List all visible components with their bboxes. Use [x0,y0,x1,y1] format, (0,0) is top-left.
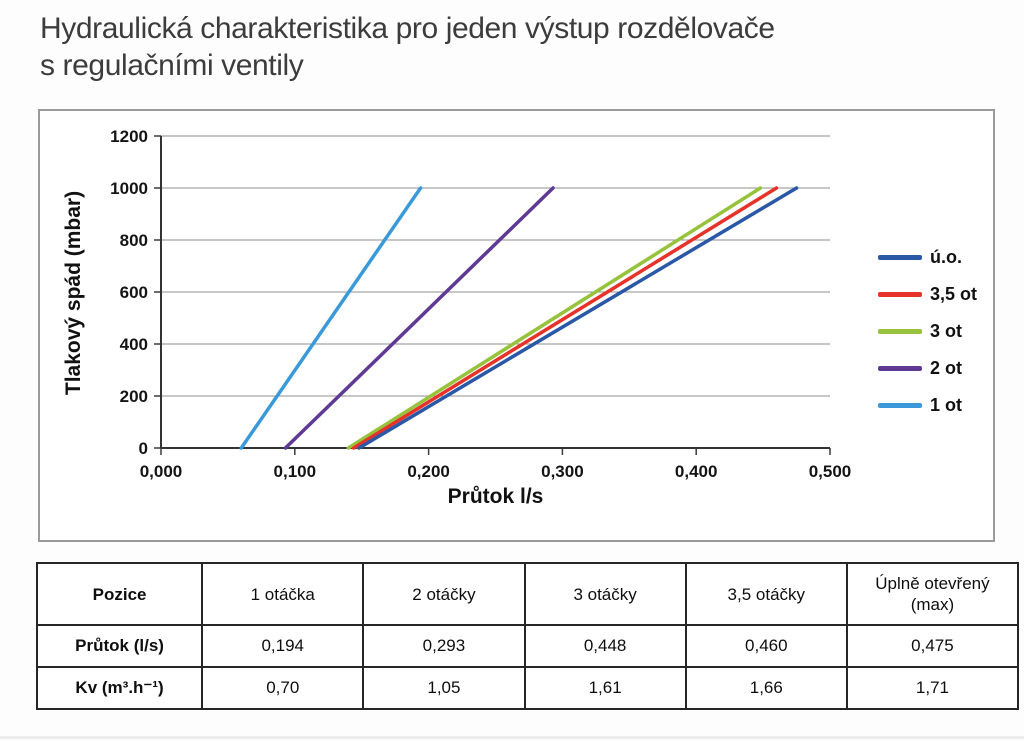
legend-label-3-5-ot: 3,5 ot [930,284,978,304]
legend-item-3-ot: 3 ot [878,313,977,350]
legend-label-2-ot: 2 ot [930,358,963,378]
y-tick-label-200: 200 [120,387,148,406]
y-tick-label-0: 0 [139,439,148,458]
legend-label--o-: ú.o. [930,247,962,267]
cell-kv-1: 0,70 [201,666,365,710]
series-line-3-ot [346,186,763,450]
table-header-2-otacky: 2 otáčky [362,562,526,626]
y-axis-title: Tlakový spád (mbar) [62,190,85,396]
y-tick-label-1000: 1000 [110,179,148,198]
legend-item-3-5-ot: 3,5 ot [878,276,977,313]
cell-prutok-2: 0,293 [362,624,526,668]
table-header-35-otacky: 3,5 otáčky [684,562,848,626]
table-header-row: Pozice 1 otáčka 2 otáčky 3 otáčky 3,5 ot… [35,562,1020,626]
x-tick-label-3: 0,300 [541,462,584,481]
series-line-3-5-ot [351,186,779,450]
y-tick-label-1200: 1200 [110,127,148,146]
row-label-prutok: Průtok (l/s) [35,624,204,668]
cell-kv-max: 1,71 [845,666,1020,710]
legend-item--o-: ú.o. [878,239,977,276]
cell-prutok-max: 0,475 [845,624,1020,668]
title-line-2: s regulačními ventily [40,49,304,82]
x-tick-label-5: 0,500 [809,462,852,481]
scan-artifact-line [0,736,1024,739]
legend-swatch-3-ot [878,329,922,334]
x-tick-label-0: 0,000 [140,462,183,481]
row-label-kv: Kv (m³.h⁻¹) [35,666,204,710]
legend-swatch-1-ot [878,403,922,408]
table-row-prutok: Průtok (l/s) 0,194 0,293 0,448 0,460 0,4… [35,624,1020,668]
series-line-1-ot [239,186,423,450]
y-tick-label-800: 800 [120,231,148,250]
table-header-uplne-otevreny: Úplně otevřený (max) [845,562,1020,626]
legend-label-3-ot: 3 ot [930,321,963,341]
cell-prutok-35: 0,460 [684,624,848,668]
series-line--o- [357,186,799,450]
legend-swatch-3-5-ot [878,292,922,297]
legend-swatch--o- [878,255,922,260]
title-line-1: Hydraulická charakteristika pro jeden vý… [40,12,775,45]
table-header-1-otacka: 1 otáčka [201,562,365,626]
cell-kv-35: 1,66 [684,666,848,710]
cell-prutok-3: 0,448 [523,624,687,668]
line-chart-canvas: 0 200 400 600 800 1000 1200 0,000 0,100 0,200 0,30… [110,127,852,481]
data-table: Pozice 1 otáčka 2 otáčky 3 otáčky 3,5 ot… [35,562,1020,710]
table-row-kv: Kv (m³.h⁻¹) 0,70 1,05 1,61 1,66 1,71 [35,666,1020,710]
y-tick-label-600: 600 [120,283,148,302]
y-tick-label-400: 400 [120,335,148,354]
chart-legend: ú.o. 3,5 ot 3 ot 2 ot 1 ot [878,239,977,424]
cell-kv-2: 1,05 [362,666,526,710]
legend-swatch-2-ot [878,366,922,371]
x-axis-title: Průtok l/s [447,485,544,508]
legend-label-1-ot: 1 ot [930,395,963,415]
series-line-2-ot [283,186,555,450]
page-title: Hydraulická charakteristika pro jeden vý… [40,10,775,84]
cell-prutok-1: 0,194 [201,624,365,668]
x-tick-label-1: 0,100 [274,462,317,481]
chart-container: 0 200 400 600 800 1000 1200 0,000 0,100 0,200 0,30… [38,109,995,542]
table-header-pozice: Pozice [35,562,204,626]
cell-kv-3: 1,61 [523,666,687,710]
legend-item-2-ot: 2 ot [878,350,977,387]
x-tick-label-2: 0,200 [407,462,450,481]
x-tick-label-4: 0,400 [675,462,718,481]
legend-item-1-ot: 1 ot [878,387,977,424]
table-header-3-otacky: 3 otáčky [523,562,687,626]
